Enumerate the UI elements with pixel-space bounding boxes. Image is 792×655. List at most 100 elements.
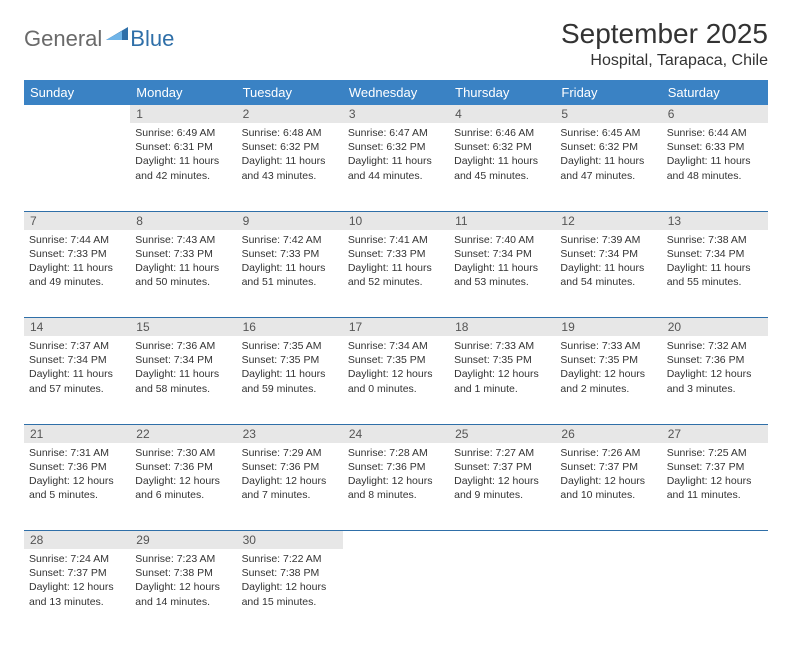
day-number-cell (449, 531, 555, 550)
day-number: 9 (237, 212, 343, 230)
sunset-text: Sunset: 7:36 PM (242, 460, 338, 474)
day-number: 18 (449, 318, 555, 336)
sunrise-text: Sunrise: 7:38 AM (667, 233, 763, 247)
day-number-cell: 28 (24, 531, 130, 550)
day-number (555, 531, 661, 549)
day-details: Sunrise: 6:47 AMSunset: 6:32 PMDaylight:… (343, 123, 449, 189)
weekday-header: Saturday (662, 80, 768, 105)
day-details: Sunrise: 7:39 AMSunset: 7:34 PMDaylight:… (555, 230, 661, 296)
daylight-text: Daylight: 12 hours (454, 474, 550, 488)
daylight-text: Daylight: 12 hours (348, 367, 444, 381)
day-number: 7 (24, 212, 130, 230)
day-content-row: Sunrise: 7:31 AMSunset: 7:36 PMDaylight:… (24, 443, 768, 531)
sunset-text: Sunset: 7:35 PM (242, 353, 338, 367)
day-details: Sunrise: 7:30 AMSunset: 7:36 PMDaylight:… (130, 443, 236, 509)
daylight-text: and 51 minutes. (242, 275, 338, 289)
day-cell: Sunrise: 7:37 AMSunset: 7:34 PMDaylight:… (24, 336, 130, 424)
daylight-text: and 8 minutes. (348, 488, 444, 502)
daylight-text: Daylight: 11 hours (242, 261, 338, 275)
day-number: 19 (555, 318, 661, 336)
day-content-row: Sunrise: 7:24 AMSunset: 7:37 PMDaylight:… (24, 549, 768, 637)
sunset-text: Sunset: 7:36 PM (29, 460, 125, 474)
day-number-row: 78910111213 (24, 211, 768, 230)
day-cell: Sunrise: 7:35 AMSunset: 7:35 PMDaylight:… (237, 336, 343, 424)
day-number-cell: 27 (662, 424, 768, 443)
weekday-header: Tuesday (237, 80, 343, 105)
daylight-text: Daylight: 11 hours (135, 261, 231, 275)
daylight-text: and 59 minutes. (242, 382, 338, 396)
day-number-cell: 14 (24, 318, 130, 337)
day-number-cell: 12 (555, 211, 661, 230)
daylight-text: and 42 minutes. (135, 169, 231, 183)
daylight-text: Daylight: 11 hours (29, 367, 125, 381)
day-cell: Sunrise: 7:43 AMSunset: 7:33 PMDaylight:… (130, 230, 236, 318)
daylight-text: and 47 minutes. (560, 169, 656, 183)
daylight-text: and 11 minutes. (667, 488, 763, 502)
day-number (449, 531, 555, 549)
day-number-cell: 19 (555, 318, 661, 337)
daylight-text: and 1 minute. (454, 382, 550, 396)
day-number: 1 (130, 105, 236, 123)
sunset-text: Sunset: 7:35 PM (454, 353, 550, 367)
day-number (343, 531, 449, 549)
sunset-text: Sunset: 7:34 PM (454, 247, 550, 261)
day-details: Sunrise: 7:34 AMSunset: 7:35 PMDaylight:… (343, 336, 449, 402)
day-number: 13 (662, 212, 768, 230)
sunrise-text: Sunrise: 7:39 AM (560, 233, 656, 247)
sunset-text: Sunset: 7:34 PM (560, 247, 656, 261)
day-number-cell (24, 105, 130, 123)
day-details: Sunrise: 7:44 AMSunset: 7:33 PMDaylight:… (24, 230, 130, 296)
sunset-text: Sunset: 7:36 PM (667, 353, 763, 367)
day-cell (343, 549, 449, 637)
daylight-text: and 10 minutes. (560, 488, 656, 502)
day-number: 15 (130, 318, 236, 336)
day-number-cell: 2 (237, 105, 343, 123)
sunrise-text: Sunrise: 7:22 AM (242, 552, 338, 566)
title-block: September 2025 Hospital, Tarapaca, Chile (561, 18, 768, 70)
sunrise-text: Sunrise: 7:23 AM (135, 552, 231, 566)
day-number-row: 14151617181920 (24, 318, 768, 337)
day-details: Sunrise: 7:43 AMSunset: 7:33 PMDaylight:… (130, 230, 236, 296)
day-number: 17 (343, 318, 449, 336)
day-number-cell: 24 (343, 424, 449, 443)
day-number: 16 (237, 318, 343, 336)
sunset-text: Sunset: 7:37 PM (454, 460, 550, 474)
day-cell: Sunrise: 6:46 AMSunset: 6:32 PMDaylight:… (449, 123, 555, 211)
sunrise-text: Sunrise: 6:44 AM (667, 126, 763, 140)
day-details: Sunrise: 7:25 AMSunset: 7:37 PMDaylight:… (662, 443, 768, 509)
weekday-header: Monday (130, 80, 236, 105)
daylight-text: Daylight: 12 hours (560, 367, 656, 381)
daylight-text: and 53 minutes. (454, 275, 550, 289)
day-number: 28 (24, 531, 130, 549)
day-number-cell: 5 (555, 105, 661, 123)
sunrise-text: Sunrise: 7:43 AM (135, 233, 231, 247)
sunrise-text: Sunrise: 7:34 AM (348, 339, 444, 353)
day-cell: Sunrise: 7:34 AMSunset: 7:35 PMDaylight:… (343, 336, 449, 424)
day-number: 29 (130, 531, 236, 549)
sunset-text: Sunset: 7:33 PM (135, 247, 231, 261)
sunset-text: Sunset: 7:34 PM (29, 353, 125, 367)
day-cell: Sunrise: 7:28 AMSunset: 7:36 PMDaylight:… (343, 443, 449, 531)
sunset-text: Sunset: 6:31 PM (135, 140, 231, 154)
day-details: Sunrise: 6:48 AMSunset: 6:32 PMDaylight:… (237, 123, 343, 189)
sunrise-text: Sunrise: 7:41 AM (348, 233, 444, 247)
calendar-page: General Blue September 2025 Hospital, Ta… (0, 0, 792, 655)
daylight-text: and 6 minutes. (135, 488, 231, 502)
day-number: 6 (662, 105, 768, 123)
sunset-text: Sunset: 7:38 PM (242, 566, 338, 580)
sunrise-text: Sunrise: 6:46 AM (454, 126, 550, 140)
sunrise-text: Sunrise: 7:40 AM (454, 233, 550, 247)
day-details: Sunrise: 7:29 AMSunset: 7:36 PMDaylight:… (237, 443, 343, 509)
daylight-text: and 45 minutes. (454, 169, 550, 183)
day-cell (662, 549, 768, 637)
daylight-text: and 0 minutes. (348, 382, 444, 396)
daylight-text: and 5 minutes. (29, 488, 125, 502)
day-number-cell: 6 (662, 105, 768, 123)
day-cell: Sunrise: 6:47 AMSunset: 6:32 PMDaylight:… (343, 123, 449, 211)
day-cell: Sunrise: 6:48 AMSunset: 6:32 PMDaylight:… (237, 123, 343, 211)
weekday-header-row: Sunday Monday Tuesday Wednesday Thursday… (24, 80, 768, 105)
daylight-text: and 13 minutes. (29, 595, 125, 609)
day-cell: Sunrise: 7:42 AMSunset: 7:33 PMDaylight:… (237, 230, 343, 318)
day-number-cell (343, 531, 449, 550)
sunrise-text: Sunrise: 7:26 AM (560, 446, 656, 460)
